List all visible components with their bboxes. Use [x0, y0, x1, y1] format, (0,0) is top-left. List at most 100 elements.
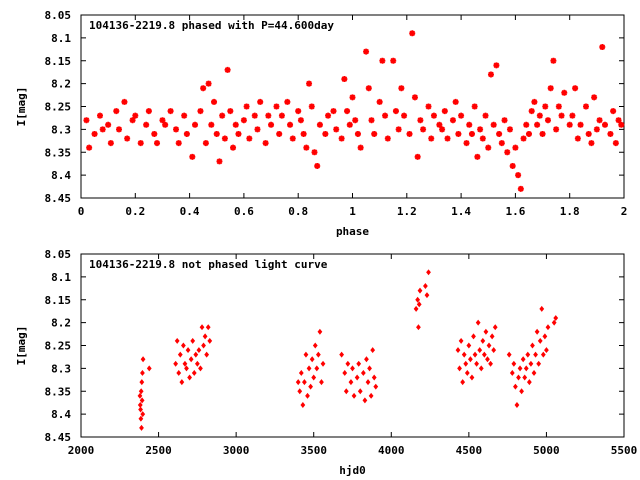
data-point [139, 424, 144, 431]
data-point [373, 383, 379, 390]
data-point [362, 397, 368, 404]
data-point [224, 66, 231, 73]
data-point [504, 149, 511, 156]
phased-plot-title: 104136-2219.8 phased with P=44.600day [89, 19, 334, 32]
data-point [392, 108, 399, 115]
data-point [140, 369, 145, 376]
data-point [201, 342, 206, 349]
data-point [243, 103, 250, 110]
data-point [344, 108, 351, 115]
data-point [425, 103, 432, 110]
unphased-plot-x-tick-label: 4500 [456, 444, 483, 457]
data-point [137, 140, 144, 147]
data-point [496, 130, 503, 137]
data-point [615, 117, 622, 124]
data-point [365, 379, 371, 386]
data-point [528, 360, 534, 367]
unphased-plot-x-tick-label: 4000 [378, 444, 405, 457]
data-point [183, 130, 190, 137]
phased-plot-y-tick-label: 8.3 [51, 123, 71, 136]
data-point [360, 369, 366, 376]
data-point [192, 121, 199, 128]
data-point [414, 153, 421, 160]
unphased-plot-ticks: 2000 2500 3000 3500 4000 4500 5000 5500 8.05 8.1 8… [45, 248, 638, 457]
data-point [420, 126, 427, 133]
data-point [547, 85, 554, 92]
data-point [333, 126, 340, 133]
data-point [455, 347, 461, 354]
unphased-plot-y-tick-label: 8.35 [45, 385, 72, 398]
data-point [471, 333, 476, 340]
data-point [196, 347, 202, 354]
data-point [185, 347, 191, 354]
data-point [599, 44, 606, 51]
data-point [401, 112, 408, 119]
data-point [190, 337, 196, 344]
data-point [202, 140, 209, 147]
unphased-plot-y-axis-label: I[mag] [15, 326, 28, 366]
data-point [601, 121, 608, 128]
data-point [574, 135, 581, 142]
data-point [143, 121, 150, 128]
data-point [542, 103, 549, 110]
data-point [520, 135, 527, 142]
data-point [593, 126, 600, 133]
data-point [184, 365, 189, 372]
data-point [341, 76, 348, 83]
data-point [537, 337, 543, 344]
data-point [490, 121, 497, 128]
unphased-plot-x-axis-label: hjd0 [339, 464, 366, 477]
data-point [526, 379, 532, 386]
data-point [194, 360, 200, 367]
data-point [179, 379, 185, 386]
data-point [520, 356, 526, 363]
data-point [138, 415, 144, 422]
phased-plot-y-tick-label: 8.25 [45, 101, 72, 114]
unphased-plot-x-tick-label: 3000 [223, 444, 250, 457]
phased-plot-x-tick-label: 1.6 [505, 205, 525, 218]
data-point [523, 121, 530, 128]
data-point [199, 324, 205, 331]
data-point [363, 48, 370, 55]
phased-plot-x-tick-label: 0.8 [288, 205, 308, 218]
data-point [139, 397, 145, 404]
phased-plot-y-tick-label: 8.05 [45, 9, 72, 22]
data-point [461, 351, 467, 358]
data-point [207, 337, 213, 344]
data-point [474, 153, 481, 160]
data-point [530, 342, 535, 349]
unphased-plot-y-tick-label: 8.25 [45, 340, 72, 353]
data-point [371, 374, 377, 381]
data-point [553, 126, 560, 133]
data-point [522, 374, 528, 381]
data-point [468, 130, 475, 137]
data-point [265, 112, 272, 119]
phased-plot-y-tick-label: 8.15 [45, 55, 72, 68]
data-point [551, 319, 557, 326]
data-point [417, 287, 423, 294]
data-point [303, 144, 310, 151]
data-point [455, 130, 462, 137]
data-point [376, 98, 383, 105]
data-point [197, 108, 204, 115]
data-point [370, 347, 376, 354]
data-point [287, 121, 294, 128]
data-point [544, 117, 551, 124]
data-point [107, 140, 114, 147]
data-point [477, 347, 483, 354]
data-point [533, 351, 538, 358]
phased-plot-x-tick-label: 2 [621, 205, 628, 218]
data-point [517, 185, 524, 192]
data-point [211, 98, 218, 105]
data-point [596, 117, 603, 124]
unphased-plot-y-tick-label: 8.4 [51, 408, 71, 421]
data-point [312, 342, 318, 349]
data-point [116, 126, 123, 133]
data-point [458, 337, 464, 344]
data-point [200, 85, 207, 92]
data-point [221, 135, 228, 142]
unphased-plot-x-tick-label: 2500 [145, 444, 172, 457]
unphased-plot-panel: 2000 2500 3000 3500 4000 4500 5000 5500 8.05 8.1 8… [15, 248, 637, 477]
data-point [140, 411, 146, 418]
data-point [430, 112, 437, 119]
